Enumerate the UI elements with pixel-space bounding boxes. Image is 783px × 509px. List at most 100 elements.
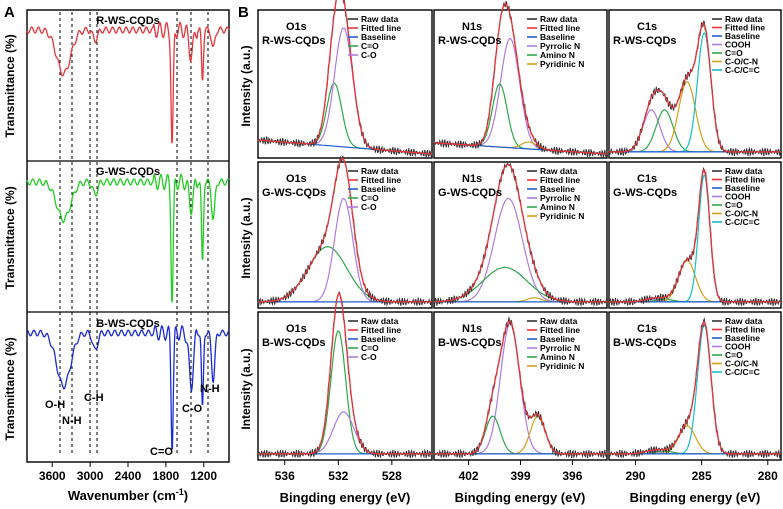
xps-legend-label: Raw data bbox=[725, 166, 763, 176]
ftir-ylabel-b: Transmittance (%) bbox=[3, 337, 17, 440]
xps-legend-label: Fitted line bbox=[540, 175, 580, 185]
xps-legend-label: C=O bbox=[361, 343, 379, 353]
ftir-xtick-label: 3600 bbox=[39, 469, 66, 483]
xps-xlabel-o1s: Bingding energy (eV) bbox=[280, 490, 411, 505]
xps-sample-label: G-WS-CQDs bbox=[613, 187, 677, 199]
xps-legend-label: C-C/C=C bbox=[725, 217, 760, 227]
xps-frame bbox=[433, 161, 608, 309]
xps-legend-label: C-C/C=C bbox=[725, 65, 760, 75]
ftir-annot-oh: O-H bbox=[45, 399, 65, 411]
ftir-annot-co-double: C=O bbox=[150, 446, 173, 458]
xps-raw-data bbox=[257, 0, 433, 158]
xps-fitted-line bbox=[609, 22, 781, 153]
xps-fitted-line bbox=[609, 169, 781, 303]
xps-fitted-line bbox=[258, 157, 432, 303]
ftir-xlabel-end: ) bbox=[184, 488, 188, 503]
xps-legend-label: Raw data bbox=[540, 166, 578, 176]
xps-legend-label: Raw data bbox=[725, 316, 763, 326]
xps-frame bbox=[608, 9, 782, 159]
xps-legend-label: Pyrrolic N bbox=[540, 343, 580, 353]
ftir-annot-ch: C-H bbox=[84, 392, 104, 404]
xps-legend-label: C=O bbox=[361, 41, 379, 51]
xps-legend-label: Raw data bbox=[540, 14, 578, 24]
xps-legend-label: Fitted line bbox=[725, 325, 765, 335]
xps-peak-amino-n bbox=[434, 415, 607, 455]
xps-legend-label: COOH bbox=[725, 342, 751, 352]
xps-legend-label: Baseline bbox=[361, 32, 396, 42]
xps-legend-label: Fitted line bbox=[540, 23, 580, 33]
xps-legend-label: C-O/C-N bbox=[725, 57, 758, 67]
ftir-annot-co-single: C-O bbox=[182, 403, 203, 415]
xps-fitted-line bbox=[434, 163, 607, 303]
xps-xtick-label: 528 bbox=[382, 469, 402, 483]
xps-element-label: C1s bbox=[637, 323, 657, 335]
xps-peak-pyrrolic-n bbox=[433, 37, 608, 155]
xps-fitted-line bbox=[609, 320, 781, 455]
xps-raw-data bbox=[257, 155, 433, 307]
xps-sample-label: G-WS-CQDs bbox=[262, 187, 326, 199]
xps-xlabel-n1s: Bingding energy (eV) bbox=[455, 490, 586, 505]
xps-element-label: N1s bbox=[462, 173, 482, 185]
xps-peak-c-o bbox=[258, 197, 432, 303]
xps-peak-c-c-c-c bbox=[609, 32, 781, 153]
xps-legend-label: Amino N bbox=[540, 50, 575, 60]
ftir-trace-r-ws-cqds bbox=[26, 21, 230, 144]
xps-frame bbox=[433, 9, 608, 159]
xps-frame bbox=[257, 161, 433, 309]
xps-legend-label: Pyrrolic N bbox=[540, 41, 580, 51]
xps-sample-label: B-WS-CQDs bbox=[262, 337, 326, 349]
ftir-xtick-label: 2400 bbox=[115, 469, 142, 483]
xps-legend-label: Fitted line bbox=[361, 325, 401, 335]
xps-fitted-line bbox=[434, 3, 607, 155]
ftir-label-g: G-WS-CQDs bbox=[96, 166, 160, 178]
xps-frame bbox=[608, 311, 782, 461]
xps-legend-label: Baseline bbox=[361, 184, 396, 194]
xps-legend-label: Baseline bbox=[540, 32, 575, 42]
ftir-annot-nh-2: N-H bbox=[200, 383, 220, 395]
xps-ylabel-r: Intensity (a.u.) bbox=[239, 45, 253, 126]
ftir-xlabel: Wavenumber (cm-1) bbox=[68, 487, 188, 503]
xps-sample-label: B-WS-CQDs bbox=[438, 337, 502, 349]
xps-element-label: O1s bbox=[286, 21, 307, 33]
xps-xtick-label: 399 bbox=[510, 469, 530, 483]
xps-raw-data bbox=[433, 162, 608, 307]
xps-legend-label: COOH bbox=[725, 192, 751, 202]
xps-element-label: C1s bbox=[637, 173, 657, 185]
xps-xtick-label: 285 bbox=[692, 469, 712, 483]
xps-legend-label: Baseline bbox=[725, 31, 760, 41]
xps-peak-pyridinic-n bbox=[434, 415, 607, 455]
xps-legend-label: Baseline bbox=[725, 333, 760, 343]
xps-peak-c-o bbox=[258, 246, 432, 303]
ftir-label-r: R-WS-CQDs bbox=[96, 15, 160, 27]
xps-legend-label: Raw data bbox=[361, 14, 399, 24]
xps-sample-label: B-WS-CQDs bbox=[613, 337, 677, 349]
xps-legend-label: C-O bbox=[361, 50, 377, 60]
xps-xtick-label: 280 bbox=[758, 469, 778, 483]
xps-legend-label: C-O bbox=[361, 352, 377, 362]
xps-legend-label: Baseline bbox=[361, 334, 396, 344]
ftir-guide-lines bbox=[59, 12, 209, 455]
ftir-xtick-label: 3000 bbox=[77, 469, 104, 483]
ftir-trace-b-ws-cqds bbox=[26, 324, 230, 451]
xps-legend-label: C-O/C-N bbox=[725, 359, 758, 369]
xps-xlabel-c1s: Bingding energy (eV) bbox=[630, 490, 761, 505]
panel-label-a: A bbox=[4, 4, 15, 21]
xps-xtick-label: 402 bbox=[459, 469, 479, 483]
xps-xtick-label: 536 bbox=[275, 469, 295, 483]
xps-legend-label: Pyrrolic N bbox=[540, 193, 580, 203]
xps-legend-label: Amino N bbox=[540, 352, 575, 362]
xps-ylabel-b: Intensity (a.u.) bbox=[239, 348, 253, 429]
xps-legend-label: Raw data bbox=[725, 14, 763, 24]
ftir-xtick-label: 1800 bbox=[153, 469, 180, 483]
xps-fitted-line bbox=[257, 0, 433, 155]
ftir-xlabel-sup: -1 bbox=[176, 487, 184, 497]
xps-sample-label: R-WS-CQDs bbox=[613, 35, 677, 47]
xps-peak-c-o bbox=[258, 330, 432, 455]
